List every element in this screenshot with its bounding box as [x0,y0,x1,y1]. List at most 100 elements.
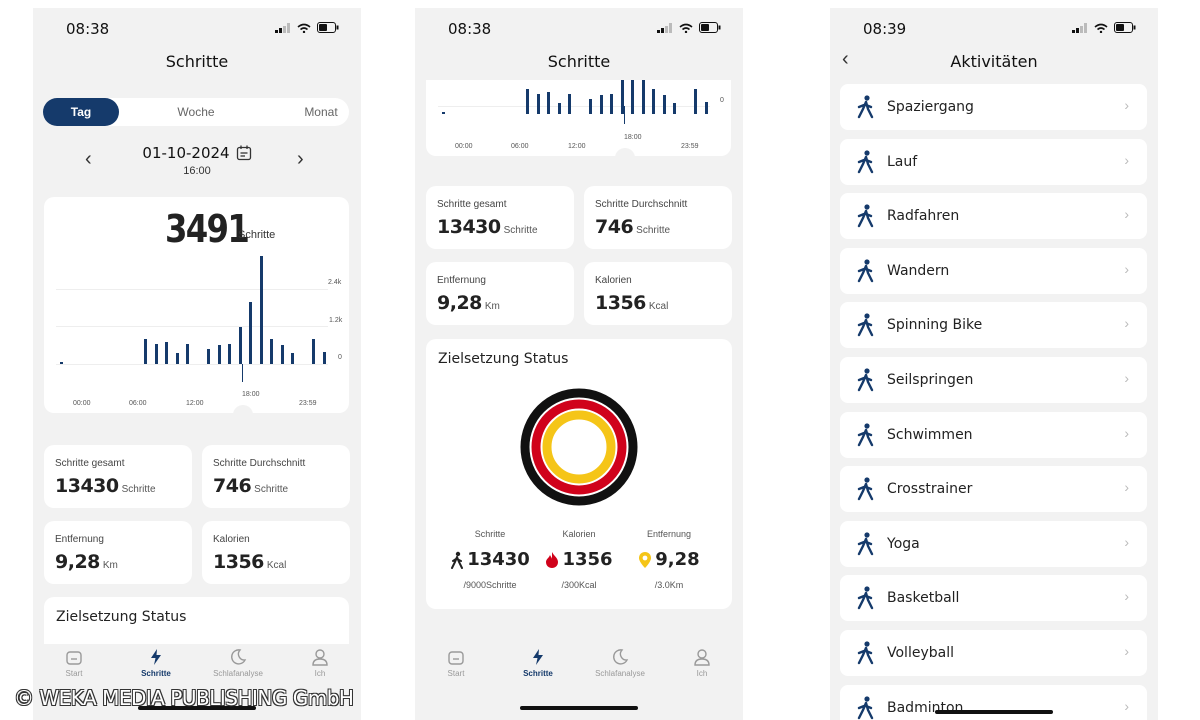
status-time: 08:38 [66,20,110,38]
activity-name: Lauf [887,153,918,170]
next-day-chevron-icon[interactable]: › [297,148,304,170]
y-tick-label: 1.2k [329,317,343,324]
wifi-icon [297,23,311,33]
x-tick-label: 06:00 [129,400,147,407]
signal-icon [275,22,290,33]
grid-line [438,106,710,107]
goal-distance: Entfernung 9,28 /3.0Km [619,529,719,590]
period-segmented-control: Tag Woche Monat [43,98,349,126]
home-icon [66,651,82,665]
walking-person-icon [857,95,874,119]
phone-screen-steps-day: 08:38 Schritte Tag Woche Monat ‹ 01-10-2… [33,8,361,720]
goal-calories: Kalorien 1356 /300Kcal [529,529,629,590]
tab-steps[interactable]: Schritte [121,648,191,678]
tab-start[interactable]: Start [421,648,491,678]
goal-rings-chart [520,388,638,506]
home-icon [448,651,464,665]
tab-me[interactable]: Ich [667,648,737,678]
y-tick-label: 2.4k [328,279,342,286]
tab-sleep[interactable]: Schlafanalyse [203,648,273,678]
activity-item[interactable]: Yoga › [840,520,1147,567]
wifi-icon [679,23,693,33]
x-tick-label: 18:00 [242,391,260,398]
chart-bar [673,103,676,114]
activity-item[interactable]: Spaziergang › [840,84,1147,130]
drag-handle[interactable] [233,405,253,425]
chart-bar [536,93,540,114]
chart-bar [249,302,252,364]
x-tick-label: 23:59 [681,143,699,150]
status-icons [275,22,339,33]
signal-icon [657,22,672,33]
segment-day[interactable]: Tag [43,98,119,126]
page-title: Aktivitäten [950,52,1038,71]
activity-item[interactable]: Wandern › [840,247,1147,294]
activity-item[interactable]: Basketball › [840,575,1147,622]
chevron-right-icon: › [1124,533,1129,550]
activity-item[interactable]: Schwimmen › [840,411,1147,458]
activity-item[interactable]: Crosstrainer › [840,466,1147,513]
calendar-icon[interactable] [236,145,252,161]
activity-item[interactable]: Volleyball › [840,630,1147,676]
chart-bar [662,95,666,114]
battery-icon [699,22,721,33]
copyright-watermark: © WEKA MEDIA PUBLISHING GmbH [14,686,354,710]
steps-chart-card: 3491 Schritte 2.4k 1.2k 0 00:00 06:00 12… [44,197,349,413]
goal-steps: Schritte 13430 /9000Schritte [440,529,540,590]
x-tick-label: 18:00 [624,134,642,141]
activity-item[interactable]: Badminton › [840,684,1147,720]
crosstrainer-icon [857,477,874,501]
bottom-tab-bar: Start Schritte Schlafanalyse Ich [33,644,361,692]
tab-sleep[interactable]: Schlafanalyse [585,648,655,678]
stat-card-calories: Kalorien 1356 Kcal [202,521,350,584]
status-bar: 08:38 [415,8,743,48]
stat-card-avg-steps: Schritte Durchschnitt 746 Schritte [202,445,350,508]
chevron-right-icon: › [1124,260,1129,277]
activity-name: Crosstrainer [887,481,973,498]
user-icon [312,649,328,666]
grid-line [56,289,328,290]
activity-item[interactable]: Lauf › [840,138,1147,185]
chart-bar [238,326,242,364]
chart-bar [442,112,445,114]
x-tick-label: 00:00 [73,400,91,407]
selection-marker [242,364,243,382]
back-chevron-icon[interactable]: ‹ [842,48,849,70]
goal-status-card: Zielsetzung Status Schritte 13430 /9000S… [426,339,732,609]
signal-icon [1072,22,1087,33]
steps-chart-card: 0 00:00 06:00 12:00 18:00 23:59 [426,80,731,156]
stat-card-distance: Entfernung 9,28 Km [44,521,192,584]
activity-item[interactable]: Radfahren › [840,193,1147,240]
drag-handle[interactable] [615,148,635,168]
flame-icon [546,551,559,568]
battery-icon [1114,22,1136,33]
tab-steps[interactable]: Schritte [503,648,573,678]
chart-bar [207,348,210,364]
stat-label: Entfernung [55,534,104,545]
chart-bar [652,89,655,114]
stat-value: 9,28 Km [437,292,500,314]
status-bar: 08:39 [830,8,1158,48]
tab-me[interactable]: Ich [285,648,355,678]
activity-item[interactable]: Seilspringen › [840,357,1147,403]
x-tick-label: 23:59 [299,400,317,407]
status-icons [657,22,721,33]
tab-start[interactable]: Start [39,648,109,678]
activity-name: Spinning Bike [887,317,983,334]
prev-day-chevron-icon[interactable]: ‹ [85,148,92,170]
chart-bar [694,89,697,114]
stat-card-total-steps: Schritte gesamt 13430 Schritte [44,445,192,508]
stat-label: Kalorien [213,534,250,545]
x-tick-label: 12:00 [186,400,204,407]
status-icons [1072,22,1136,33]
stat-card-total-steps: Schritte gesamt 13430 Schritte [426,186,574,249]
jump-rope-icon [857,368,874,392]
activity-name: Volleyball [887,645,954,661]
stat-card-distance: Entfernung 9,28 Km [426,262,574,325]
activity-item[interactable]: Spinning Bike › [840,302,1147,349]
x-tick-label: 06:00 [511,143,529,150]
goal-status-title: Zielsetzung Status [438,351,569,367]
segment-month[interactable]: Monat [304,105,338,119]
segment-week[interactable]: Woche [177,105,215,119]
ring-steps [520,388,638,506]
